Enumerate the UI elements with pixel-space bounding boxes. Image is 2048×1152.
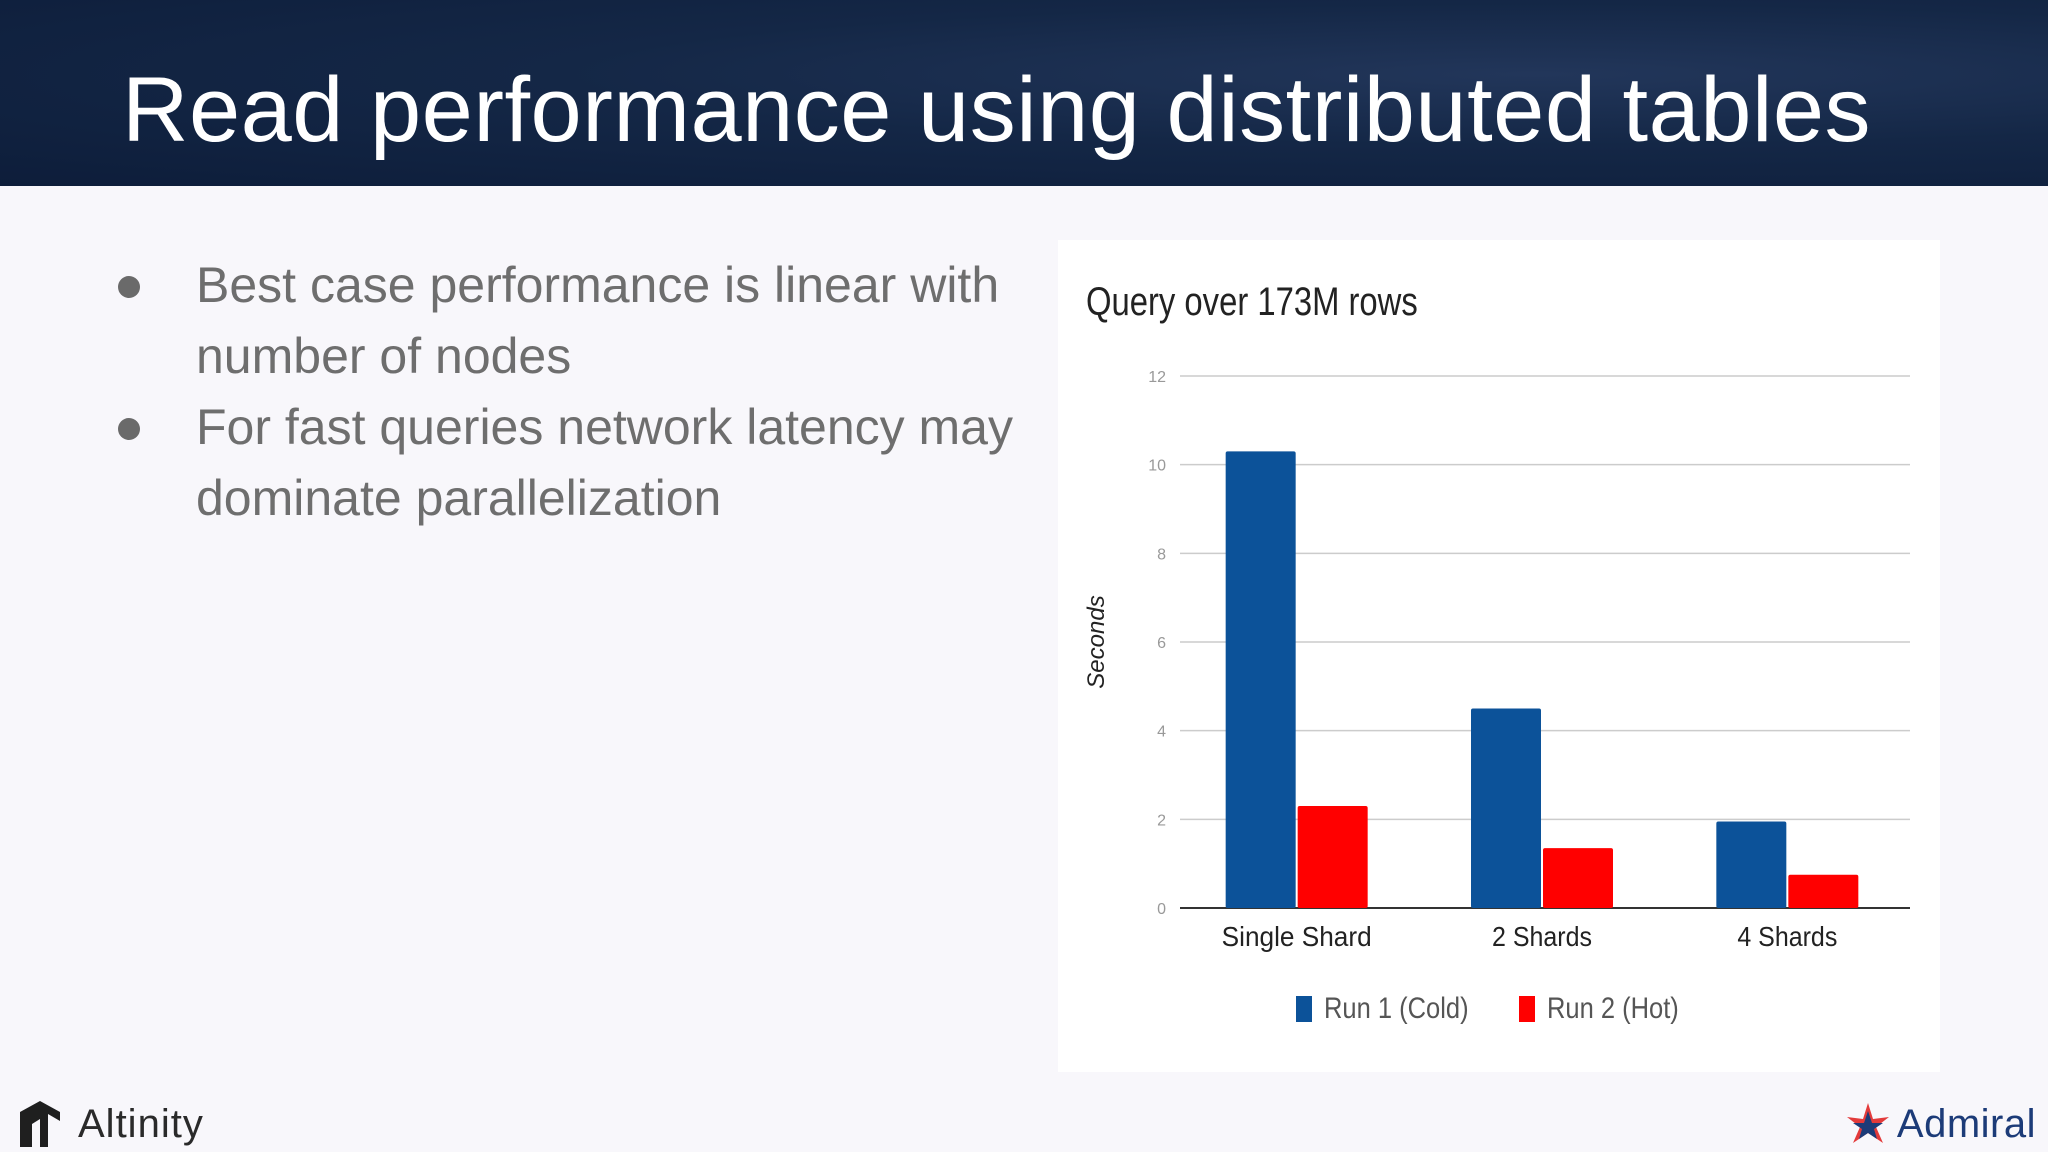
altinity-wordmark: Altinity [78, 1101, 204, 1146]
legend-item-run-1: Run 1 (Cold) [1296, 992, 1494, 1026]
x-tick-label: Single Shard [1222, 921, 1372, 952]
y-tick-label: 12 [1148, 369, 1166, 386]
bullet-item: For fast queries network latency may dom… [116, 392, 1016, 534]
admiral-logo: Admiral [1845, 1100, 2036, 1148]
y-axis-label: Seconds [1083, 595, 1110, 688]
chart-title: Query over 173M rows [1086, 280, 1418, 324]
legend-label-run-2: Run 2 (Hot) [1546, 992, 1679, 1025]
chart-legend: Run 1 (Cold) Run 2 (Hot) [1058, 992, 1940, 1026]
altinity-mark-icon [20, 1101, 60, 1147]
legend-label-run-1: Run 1 (Cold) [1324, 992, 1469, 1025]
admiral-wordmark: Admiral [1896, 1101, 2036, 1146]
bullet-list: Best case performance is linear with num… [116, 250, 1016, 534]
bar-run-1 [1471, 708, 1541, 908]
bullet-dot-icon [118, 276, 140, 298]
slide-title: Read performance using distributed table… [122, 59, 1872, 161]
bullet-text: Best case performance is linear with num… [196, 257, 1000, 384]
y-tick-label: 10 [1148, 458, 1166, 475]
bar-chart: 0 2 4 6 8 10 12 Seconds Single Shard 2 Shards 4 Sh… [1083, 369, 1910, 952]
chart-card: Query over 173M rows 0 2 4 6 8 10 12 Seconds Sin… [1058, 240, 1940, 1072]
legend-swatch-run-1 [1296, 996, 1313, 1022]
bullet-dot-icon [118, 418, 140, 440]
y-tick-label: 4 [1157, 724, 1166, 741]
x-tick-label: 4 Shards [1737, 921, 1837, 952]
y-tick-label: 6 [1157, 635, 1166, 652]
bullet-item: Best case performance is linear with num… [116, 250, 1016, 392]
bullet-text: For fast queries network latency may dom… [196, 399, 1013, 526]
legend-swatch-run-2 [1518, 996, 1535, 1022]
altinity-logo: Altinity [18, 1098, 204, 1150]
x-tick-label: 2 Shards [1492, 921, 1592, 952]
bar-run-2 [1543, 848, 1613, 908]
bar-run-2 [1297, 806, 1368, 908]
admiral-mark-icon [1846, 1103, 1889, 1143]
bar-run-1 [1225, 451, 1296, 908]
y-tick-label: 2 [1157, 812, 1166, 829]
legend-item-run-2: Run 2 (Hot) [1518, 992, 1702, 1026]
title-banner: Read performance using distributed table… [0, 0, 2048, 186]
bar-run-2 [1788, 874, 1859, 908]
bar-run-1 [1716, 821, 1787, 908]
y-tick-label: 0 [1157, 901, 1166, 918]
y-tick-label: 8 [1157, 546, 1166, 563]
